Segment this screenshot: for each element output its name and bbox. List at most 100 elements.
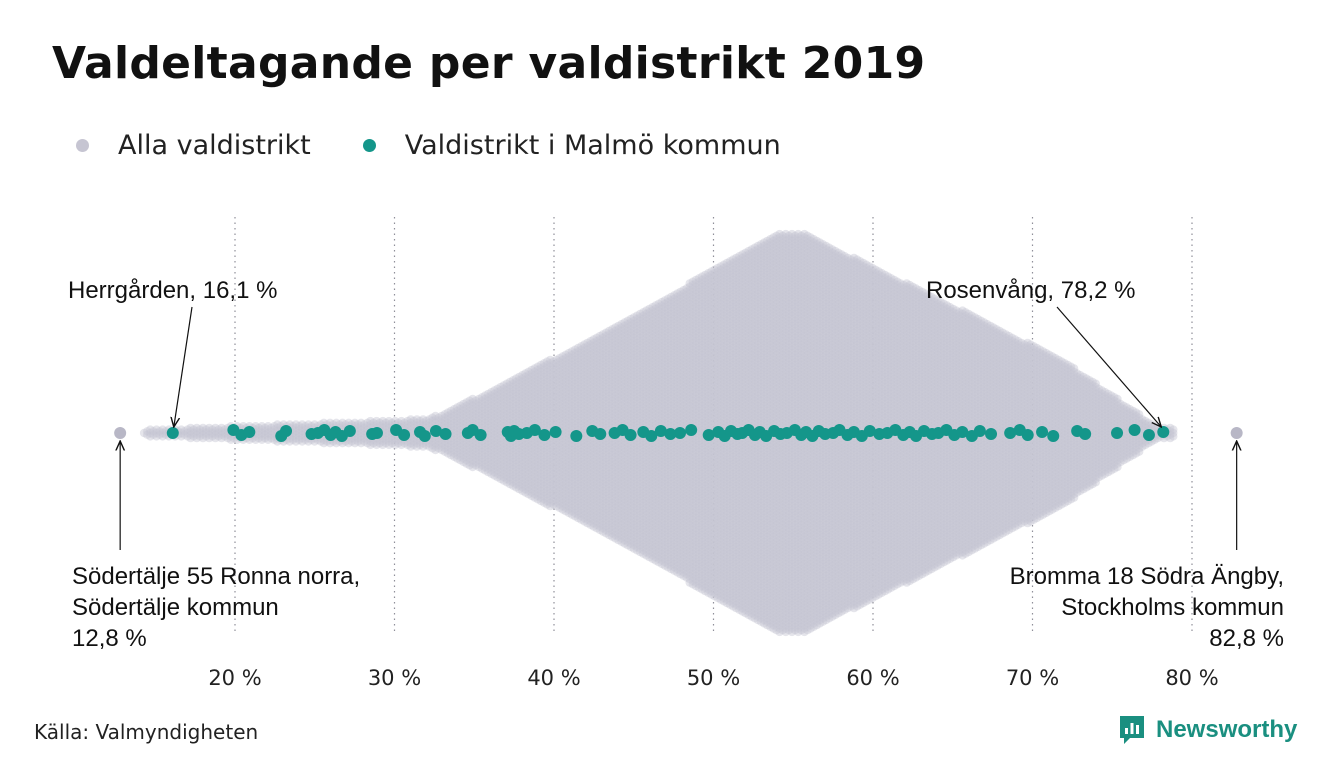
swarm-point (192, 423, 201, 433)
swarm-point (462, 411, 471, 421)
swarm-point (291, 427, 301, 436)
swarm-point (434, 444, 443, 453)
swarm-point (440, 413, 449, 422)
legend-item-malmo: Valdistrikt i Malmö kommun (357, 130, 781, 161)
swarm-point (431, 435, 440, 444)
swarm-point (273, 423, 282, 433)
swarm-point (254, 433, 263, 443)
swarm-point (468, 462, 477, 472)
swarm-point (257, 425, 267, 434)
swarm-point (384, 437, 394, 446)
swarm-point (149, 430, 158, 439)
swarm-point (415, 440, 425, 450)
swarm-point (359, 433, 369, 443)
swarm-point (462, 405, 471, 414)
swarm-point (158, 432, 167, 441)
swarm-point (375, 418, 384, 427)
swarm-point (446, 413, 456, 422)
swarm-point (189, 425, 198, 434)
swarm-point (437, 439, 446, 448)
swarm-point (307, 422, 316, 431)
swarm-point (474, 442, 484, 451)
swarm-point (344, 439, 353, 448)
swarm-point (359, 420, 369, 429)
swarm-point (381, 418, 391, 427)
swarm-point (409, 416, 418, 426)
swarm-point (471, 399, 480, 409)
swarm-point (220, 428, 229, 438)
swarm-point (273, 420, 282, 429)
swarm-point (390, 440, 400, 450)
swarm-point (446, 440, 456, 450)
beeswarm-chart: Herrgården, 16,1 % Rosenvång, 78,2 %Söder… (68, 217, 1284, 690)
swarm-point (195, 432, 205, 441)
swarm-point (189, 432, 198, 441)
swarm-point (459, 403, 468, 412)
swarm-point (214, 425, 223, 434)
swarm-point (384, 420, 394, 429)
swarm-point (462, 401, 471, 410)
swarm-point (409, 440, 418, 450)
swarm-point (406, 418, 415, 427)
swarm-point (434, 413, 443, 422)
swarm-point (443, 449, 453, 458)
swarm-point (452, 447, 462, 456)
swarm-point (189, 428, 198, 438)
swarm-point (465, 396, 474, 405)
swarm-point (266, 430, 276, 439)
swarm-point (263, 432, 273, 441)
swarm-point (471, 410, 480, 419)
swarm-point (480, 408, 490, 417)
swarm-point (431, 439, 440, 448)
swarm-point (449, 408, 459, 417)
swarm-point (366, 416, 375, 426)
swarm-point (421, 420, 431, 429)
swarm-point (350, 418, 360, 427)
swarm-point (291, 430, 301, 439)
swarm-point (446, 420, 456, 429)
swarm-point (459, 406, 468, 416)
swarm-point (465, 410, 474, 419)
swarm-point (390, 437, 400, 446)
legend-label-malmo: Valdistrikt i Malmö kommun (404, 130, 781, 161)
swarm-point (378, 416, 387, 426)
swarm-point (372, 440, 381, 450)
swarm-point (456, 408, 465, 417)
swarm-point (480, 439, 490, 448)
legend-dot-icon (362, 139, 376, 152)
swarm-point (465, 447, 474, 456)
swarm-point (294, 435, 304, 444)
swarm-point (452, 450, 462, 460)
swarm-point (285, 437, 294, 446)
swarm-point (462, 408, 471, 417)
swarm-point (291, 420, 301, 429)
swarm-point (465, 450, 474, 460)
swarm-point (155, 427, 164, 436)
swarm-point (142, 430, 152, 439)
swarm-point (459, 444, 468, 453)
swarm-point (480, 422, 490, 431)
swarm-point (378, 437, 387, 446)
swarm-point (456, 452, 465, 461)
swarm-point (412, 442, 422, 451)
swarm-point (462, 459, 471, 468)
swarm-point (387, 439, 397, 448)
swarm-point (446, 450, 456, 460)
swarm-point (465, 457, 474, 467)
swarm-point (155, 430, 164, 439)
swarm-point (428, 444, 437, 453)
swarm-point (198, 423, 208, 433)
legend-item-all: Alla valdistrikt (70, 130, 311, 161)
swarm-point (415, 416, 425, 426)
swarm-point (356, 428, 366, 438)
swarm-point (146, 428, 155, 438)
swarm-point (201, 432, 211, 441)
swarm-point (198, 433, 208, 443)
swarm-point (471, 454, 480, 463)
swarm-point (456, 449, 465, 458)
swarm-point (462, 456, 471, 465)
swarm-point (211, 423, 220, 433)
swarm-point (310, 420, 319, 429)
swarm-point (459, 440, 468, 450)
swarm-point (446, 447, 456, 456)
